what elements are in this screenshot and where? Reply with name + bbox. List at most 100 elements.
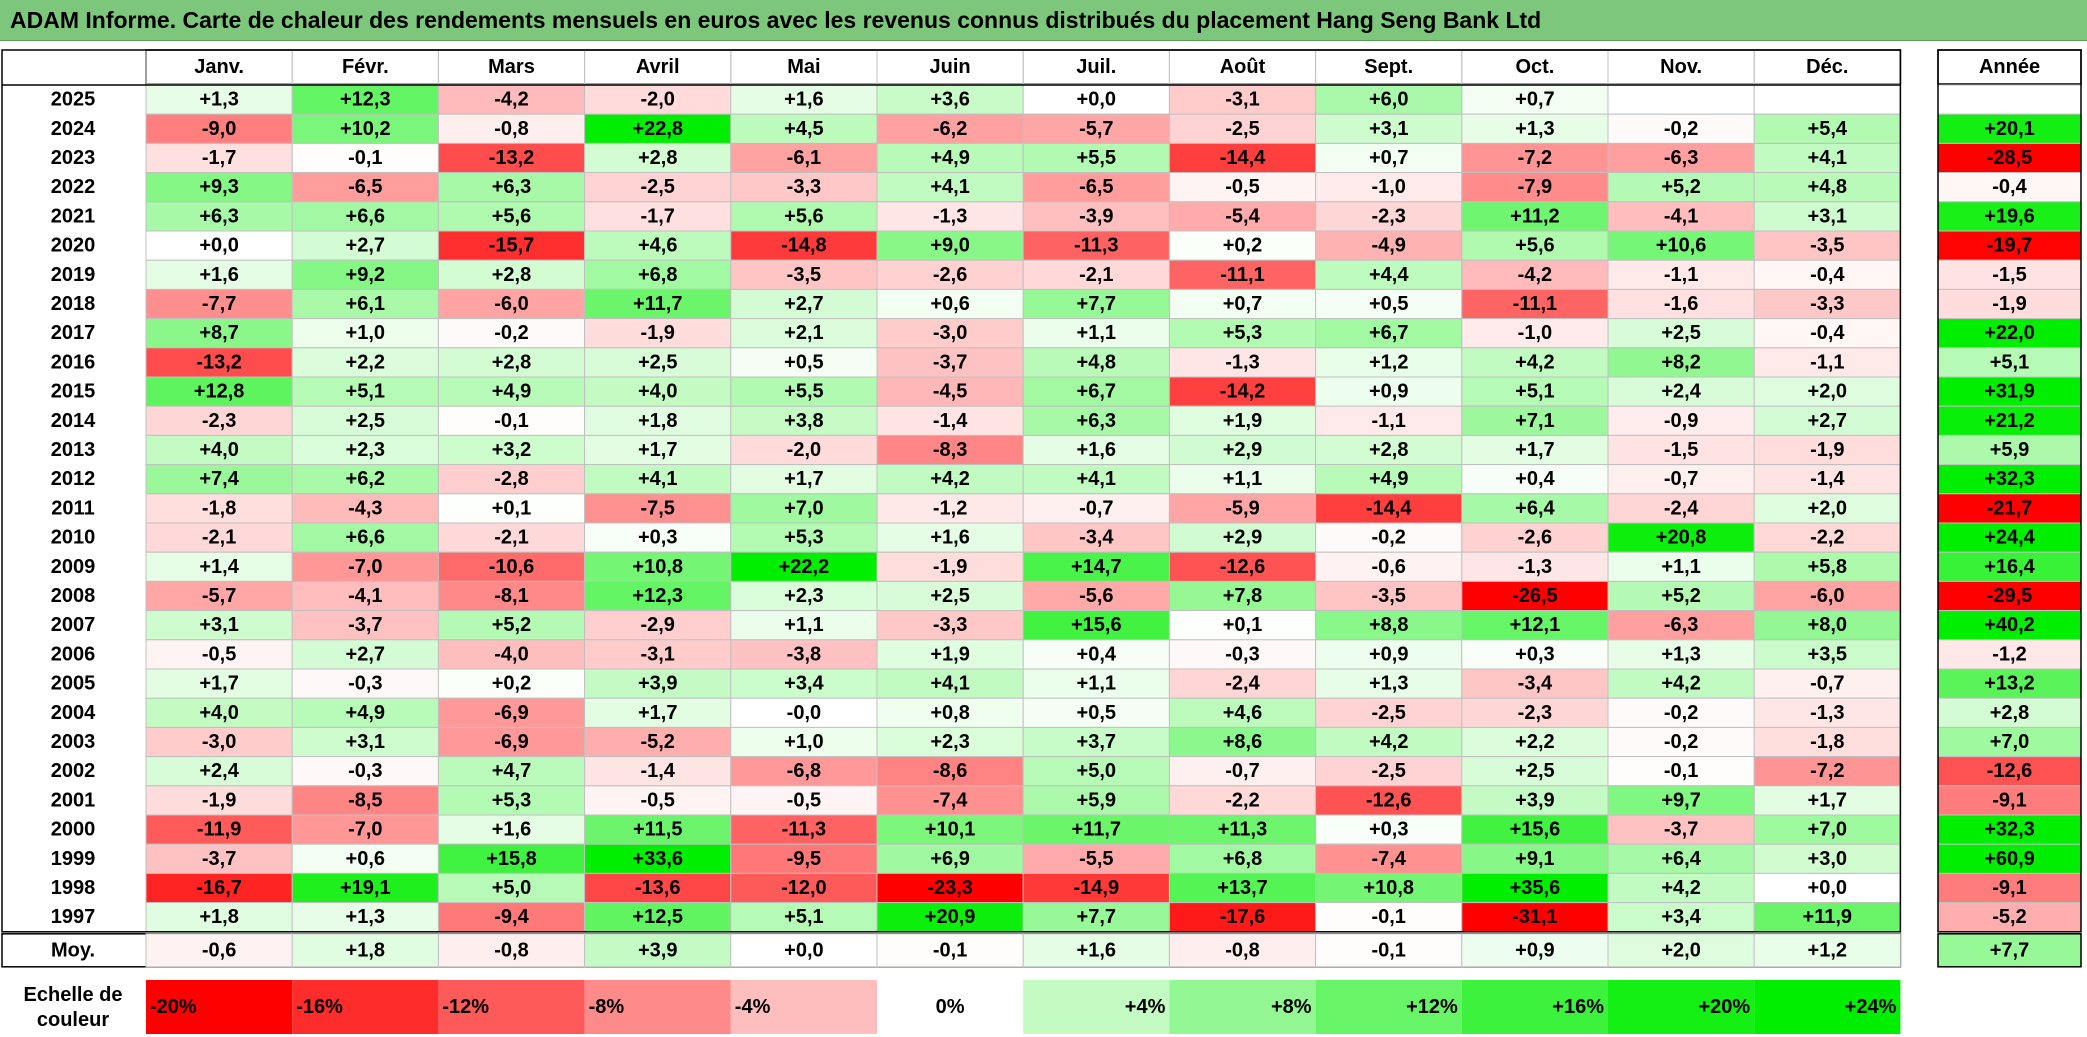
heatmap-cell [730,288,878,320]
cell-value: -1,4 [1810,468,1845,490]
cell-value: +4,1 [638,468,677,490]
cell-value: -15,7 [489,235,535,257]
cell-value: -6,3 [1664,147,1698,169]
cell-value: -4,1 [1664,205,1698,227]
heatmap-cell [876,172,1024,203]
heatmap-cell [876,113,1024,144]
cell-value: -3,7 [348,614,382,636]
cell-value: -11,3 [782,819,826,841]
heatmap-cell [1607,201,1755,232]
cell-value: +4,1 [1808,147,1847,169]
cell-value: +7,1 [1515,410,1554,432]
cell-value: -14,8 [781,235,827,257]
cell-value: +11,7 [633,293,683,315]
heatmap-cell [1753,580,1901,612]
cell-value: +3,1 [346,731,385,753]
heatmap-cell [145,230,293,261]
cell-value: +0,1 [492,497,531,519]
cell-value: +7,0 [784,497,823,519]
cell-value: -4,2 [1518,264,1552,286]
cell-value: -3,9 [1079,205,1113,227]
cell-value: +2,2 [1515,731,1554,753]
cell-value: -16,7 [196,877,242,899]
heatmap-cell [1315,464,1463,495]
annual-cell [1937,288,2082,320]
heatmap-cell [1461,84,1609,115]
heatmap-cell [1461,376,1609,407]
cell-value: +0,4 [1077,643,1117,665]
cell-value: +10,1 [925,819,976,841]
heatmap-cell [437,259,586,290]
heatmap-cell [876,434,1024,466]
cell-value: -8,3 [933,439,967,461]
year-label: 2023 [51,147,96,169]
heatmap-cell [1315,756,1463,787]
heatmap-cell [1461,347,1609,378]
cell-value: +1,6 [930,527,969,549]
cell-value: +0,3 [1369,819,1408,841]
average-cell [1315,933,1463,968]
cell-value: +4,5 [784,118,823,140]
cell-value: -4,3 [348,497,382,519]
cell-value: +6,2 [346,468,385,490]
heatmap-cell [730,756,878,787]
heatmap-cell [584,726,732,758]
heatmap-cell [145,434,293,466]
heatmap-cell [1168,639,1317,670]
cell-value: +1,1 [784,614,823,636]
cell-value: +1,9 [930,643,969,665]
scale-swatch [292,980,439,1034]
heatmap-cell [584,288,732,320]
annual-value: -1,2 [1992,643,2026,665]
heatmap-cell [1168,434,1317,466]
year-label: 2016 [51,351,96,373]
cell-value: -3,3 [933,614,967,636]
cell-value: +2,3 [930,731,969,753]
heatmap-cell [1607,668,1755,699]
annual-value: -19,7 [1987,235,2033,257]
cell-value: +11,5 [633,819,683,841]
heatmap-cell [876,639,1024,670]
heatmap-cell [1315,113,1463,144]
heatmap-cell [1607,230,1755,261]
scale-swatch [877,980,1024,1034]
cell-value: -1,7 [640,205,674,227]
heatmap-cell [291,756,439,787]
cell-value: -4,9 [1371,235,1405,257]
heatmap-cell [1022,288,1170,320]
cell-value: +6,3 [199,205,238,227]
annual-value: -28,5 [1987,147,2033,169]
cell-value: +15,6 [1510,819,1561,841]
cell-value: +0,3 [1515,643,1554,665]
cell-value: +10,8 [632,556,683,578]
heatmap-cell [1753,318,1901,349]
average-value: -0,6 [202,939,236,961]
cell-value: -3,4 [1518,673,1553,695]
cell-value: -6,2 [933,118,967,140]
heatmap-cell [145,814,293,845]
heatmap-cell [437,580,586,612]
heatmap-cell [1753,376,1901,407]
heatmap-cell [1168,318,1317,349]
heatmap-cell [584,902,732,933]
heatmap-cell [584,668,732,699]
heatmap-cell [730,405,878,436]
cell-value: +15,8 [486,848,537,870]
heatmap-cell [145,697,293,728]
heatmap-cell [291,843,439,874]
annual-value: -9,1 [1992,877,2026,899]
cell-value: -5,2 [640,731,674,753]
heatmap-cell [730,464,878,495]
annual-value: +21,2 [1984,410,2035,432]
cell-value: +2,5 [638,351,677,373]
heatmap-cell [876,318,1024,349]
cell-value: +2,7 [346,643,385,665]
cell-value: +3,8 [784,410,823,432]
annual-value: +16,4 [1984,556,2035,578]
cell-value: +0,8 [930,702,969,724]
cell-value: -1,1 [1810,351,1844,373]
cell-value: +2,5 [1661,322,1700,344]
month-header-label: Janv. [194,56,244,78]
heatmap-cell [584,814,732,845]
cell-value: -1,1 [1664,264,1698,286]
